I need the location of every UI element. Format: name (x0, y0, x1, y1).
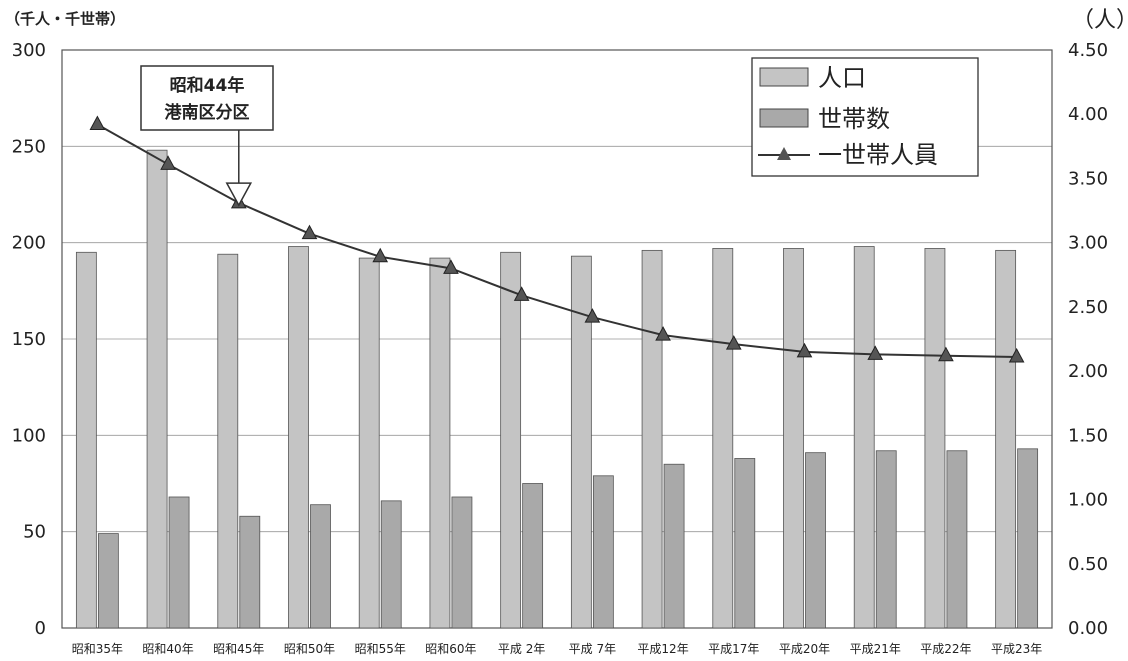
bar-households (168, 496, 190, 629)
legend-swatch-households (759, 108, 809, 128)
x-category-label: 昭和40年 (142, 642, 193, 656)
bar-households (380, 500, 402, 629)
bar-households (663, 463, 685, 629)
bar-population (217, 253, 239, 629)
legend: 人口 世帯数 一世帯人員 (751, 57, 979, 177)
annotation-line-1: 昭和44年 (170, 75, 245, 96)
annotation: 昭和44年 港南区分区 (140, 65, 274, 207)
x-category-label: 平成 7年 (569, 642, 616, 656)
y-right-tick-label: 2.50 (1068, 297, 1108, 318)
y-right-unit-label: （人） (1072, 8, 1128, 33)
bars (75, 149, 1039, 629)
x-category-label: 平成 2年 (498, 642, 545, 656)
line-point-triangle (443, 259, 459, 274)
annotation-line-2: 港南区分区 (165, 102, 250, 123)
plot-frame (61, 49, 1053, 629)
bar-households (592, 475, 614, 629)
bar-households (805, 452, 826, 629)
annotation-box (140, 65, 274, 131)
line-point-triangle (584, 308, 601, 323)
y-right-tick-label: 0.50 (1068, 554, 1108, 575)
x-category-label: 昭和60年 (425, 642, 476, 656)
y-left-tick-label: 0 (35, 618, 46, 639)
line-series (89, 115, 1025, 363)
line-point-triangle (867, 345, 884, 360)
line-point-triangle (301, 224, 318, 240)
bar-population (358, 257, 380, 629)
bar-households (875, 450, 897, 629)
x-category-label: 昭和55年 (355, 642, 406, 656)
y-left-tick-label: 250 (12, 136, 46, 157)
x-category-label: 平成12年 (637, 642, 688, 656)
y-left-tick-label: 300 (12, 40, 46, 61)
y-right-tick-label: 4.50 (1068, 40, 1108, 61)
bar-households (97, 533, 119, 629)
x-category-label: 平成20年 (779, 642, 830, 656)
bar-population (75, 251, 97, 629)
x-category-label: 平成22年 (920, 642, 971, 656)
line-point-triangle (725, 335, 742, 350)
line-point-triangle (372, 247, 389, 263)
line-point-triangle (655, 326, 671, 341)
bar-population (995, 249, 1017, 629)
line-point-triangle (513, 286, 530, 301)
legend-label-households: 世帯数 (818, 105, 890, 133)
bar-population (288, 246, 309, 629)
x-category-label: 平成17年 (708, 642, 759, 656)
y-left-tick-label: 100 (12, 425, 46, 446)
bar-population (712, 248, 734, 629)
y-left-tick-label: 150 (12, 329, 46, 350)
x-category-label: 昭和45年 (213, 642, 264, 656)
y-right-tick-label: 1.00 (1068, 490, 1108, 511)
y-left-tick-label: 50 (23, 522, 46, 543)
bar-population (500, 251, 522, 629)
bar-households (946, 450, 968, 629)
bar-households (239, 515, 261, 629)
line-point-triangle (160, 155, 176, 170)
line-point-triangle (796, 342, 813, 358)
line-point-triangle (1008, 347, 1025, 363)
legend-swatch-population (759, 67, 809, 87)
y-right-tick-label: 0.00 (1068, 618, 1108, 639)
bar-households (310, 504, 331, 629)
line-point-triangle (89, 115, 106, 130)
line-persons-per-household (96, 123, 1017, 358)
bar-households (451, 496, 473, 629)
bar-population (853, 246, 875, 629)
y-right-tick-label: 3.50 (1068, 168, 1108, 189)
legend-label-persons-per-household: 一世帯人員 (818, 141, 938, 169)
bar-population (924, 248, 946, 629)
legend-label-population: 人口 (818, 64, 866, 92)
x-category-label: 平成23年 (991, 642, 1042, 656)
bar-population (429, 257, 451, 629)
bar-households (734, 458, 756, 629)
bar-population (783, 248, 804, 629)
x-category-labels: 昭和35年 昭和40年 昭和45年 昭和50年 昭和55年 昭和60年 平成 2年 平成 7年… (72, 642, 1043, 656)
x-category-label: 平成21年 (850, 642, 901, 656)
y-right-ticks: 0.00 0.50 1.00 1.50 2.00 2.50 3.00 3.50 4.00 4.50 (1068, 40, 1108, 639)
bar-households (522, 483, 544, 629)
bar-households (1017, 448, 1039, 629)
y-left-ticks: 0 50 100 150 200 250 300 (12, 40, 46, 639)
x-category-label: 昭和35年 (72, 642, 123, 656)
y-right-tick-label: 3.00 (1068, 233, 1108, 254)
line-point-triangle (938, 346, 954, 362)
y-right-tick-label: 4.00 (1068, 104, 1108, 125)
x-category-label: 昭和50年 (284, 642, 335, 656)
y-left-unit-label: （千人・千世帯） (5, 10, 125, 28)
y-right-tick-label: 1.50 (1068, 425, 1108, 446)
y-left-tick-label: 200 (12, 233, 46, 254)
bar-population (146, 149, 168, 629)
annotation-marker (225, 182, 253, 207)
bar-population (641, 249, 663, 629)
legend-marker-triangle (777, 147, 791, 160)
bar-population (570, 255, 592, 629)
y-right-tick-label: 2.00 (1068, 361, 1108, 382)
